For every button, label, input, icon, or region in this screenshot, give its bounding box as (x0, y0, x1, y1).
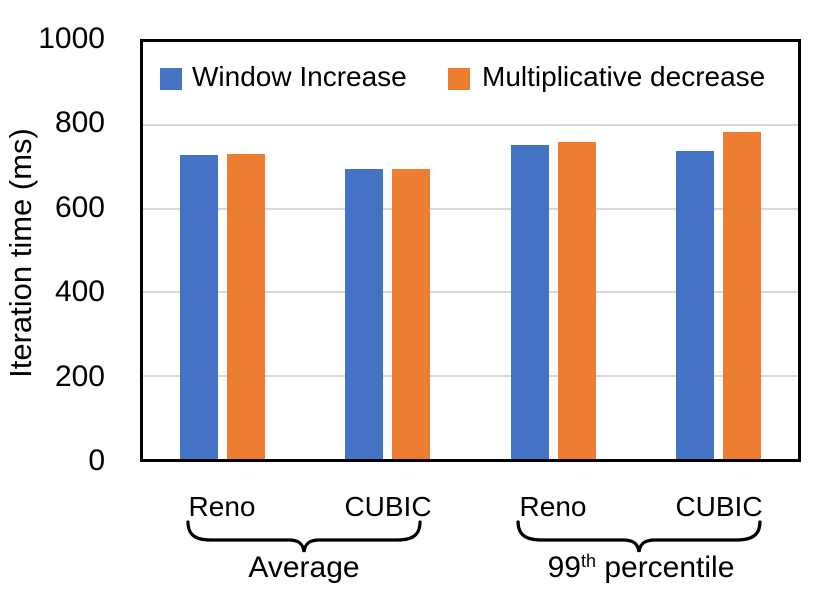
bar-multiplicative-decrease-0 (227, 153, 265, 459)
y-tick-label-0: 0 (88, 444, 105, 477)
brace-average (186, 520, 422, 553)
bar-window-increase-1 (345, 169, 383, 459)
plot-area (140, 39, 801, 462)
y-tick-label-400: 400 (54, 275, 105, 309)
gridline-400 (143, 291, 798, 294)
y-tick-label-1000: 1000 (38, 22, 105, 55)
legend-label-multiplicative-decrease: Multiplicative decrease (482, 61, 766, 92)
x-tick-label-reno-2: Reno (519, 491, 587, 522)
bar-multiplicative-decrease-1 (392, 168, 430, 459)
group-label-average: Average (248, 551, 360, 584)
brace-99th-percentile (516, 520, 762, 553)
x-tick-label-cubic-1: CUBIC (344, 491, 432, 522)
gridline-200 (143, 374, 798, 377)
y-tick-label-600: 600 (54, 190, 105, 224)
y-tick-label-800: 800 (54, 106, 105, 140)
bar-multiplicative-decrease-2 (558, 141, 596, 459)
bar-window-increase-3 (676, 151, 714, 459)
group-label-99th-percentile: 99th percentile (547, 551, 735, 584)
legend-swatch-multiplicative-decrease (448, 68, 470, 90)
x-tick-label-cubic-3: CUBIC (675, 491, 763, 522)
gridline-800 (143, 124, 798, 127)
bar-multiplicative-decrease-3 (723, 131, 761, 459)
legend-swatch-window-increase (160, 68, 182, 90)
y-axis-title: Iteration time (ms) (3, 128, 38, 378)
legend-label-window-increase: Window Increase (192, 61, 407, 92)
x-tick-label-reno-0: Reno (188, 491, 256, 522)
bar-window-increase-0 (180, 155, 218, 459)
bar-window-increase-2 (511, 145, 549, 459)
gridline-600 (143, 207, 798, 210)
y-tick-label-200: 200 (54, 359, 105, 393)
